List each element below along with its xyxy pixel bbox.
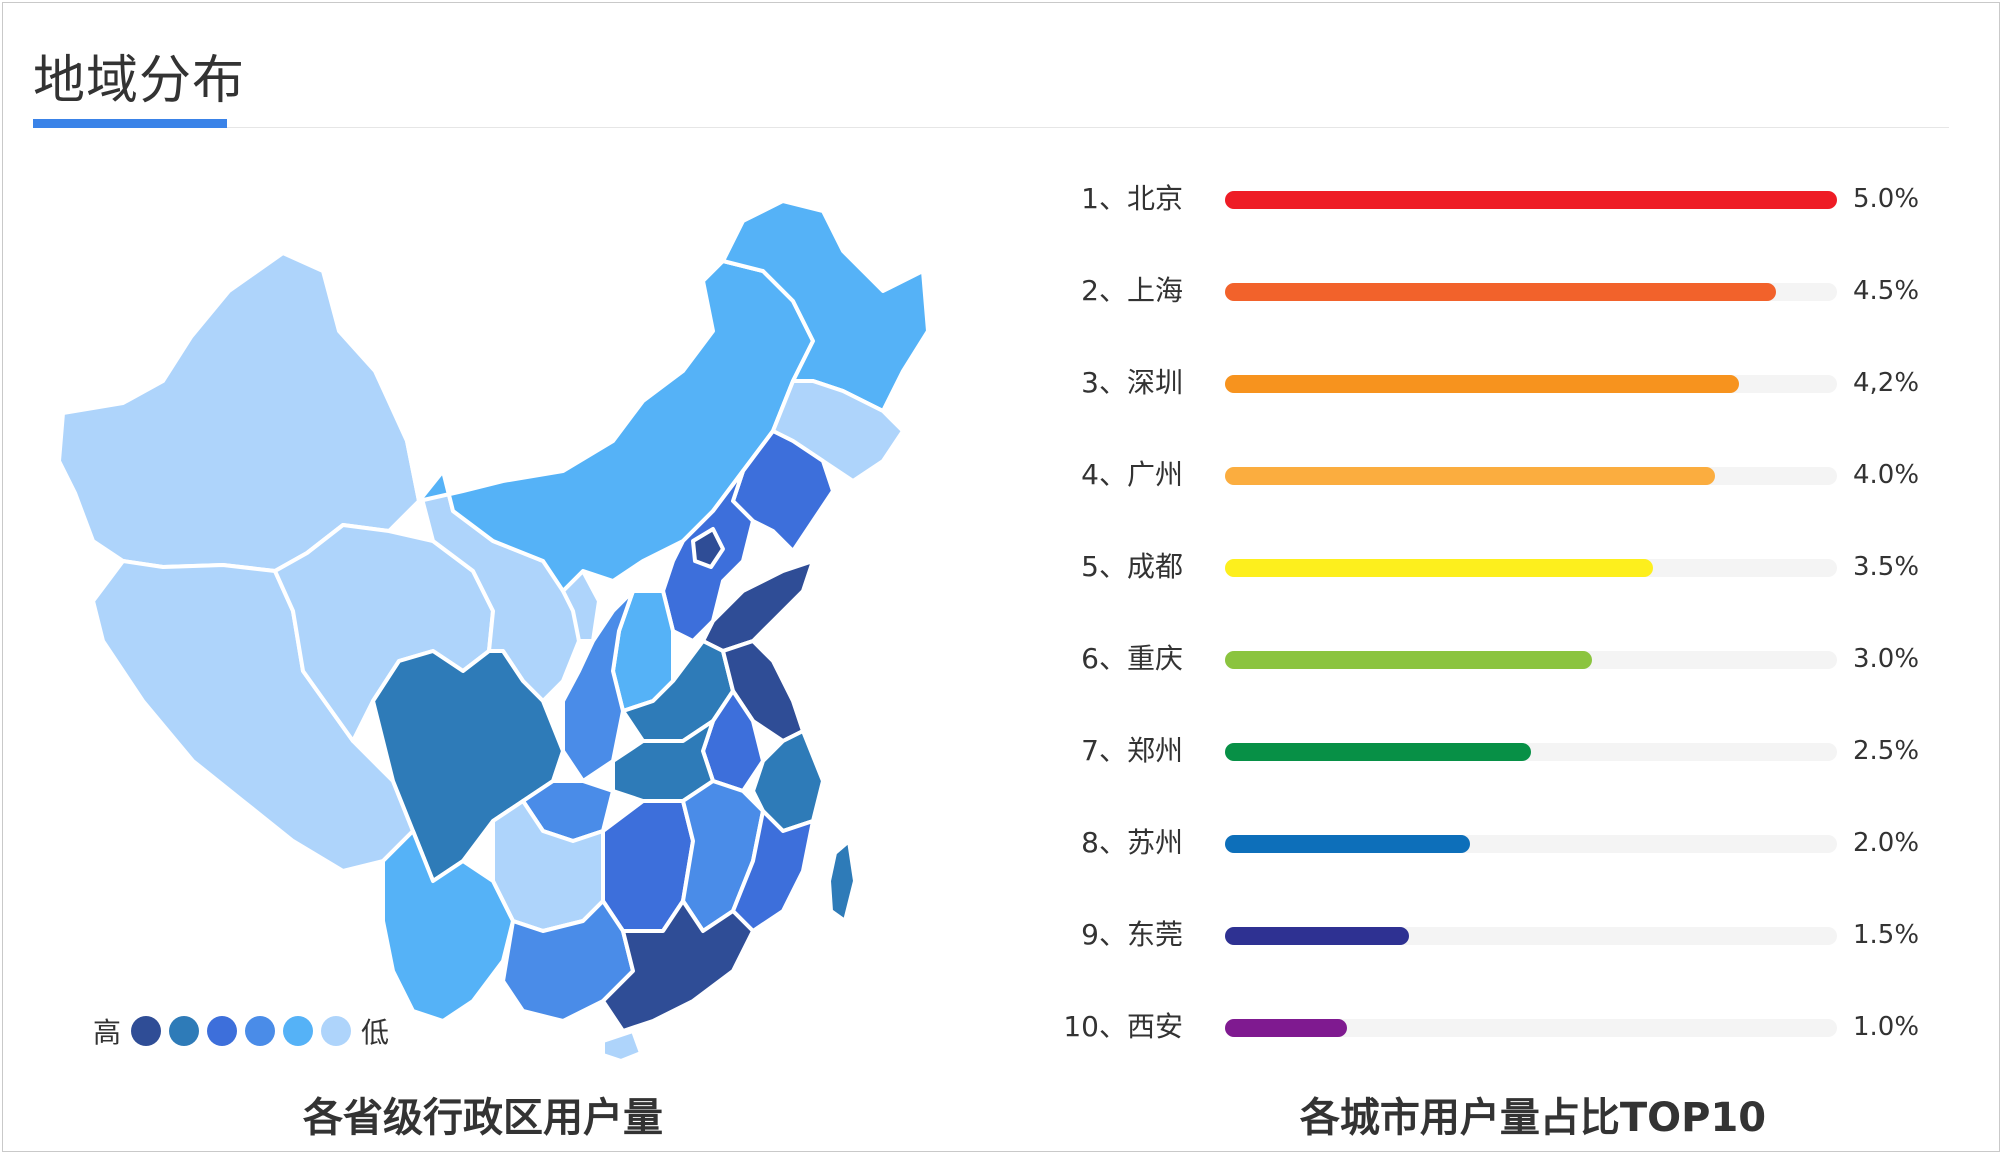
bar-value-label: 3.5%	[1853, 552, 1920, 582]
bar-value-label: 3.0%	[1853, 644, 1920, 674]
province-heilongjiang[interactable]	[721, 199, 930, 413]
bar-category-label: 5、成都	[1081, 550, 1183, 583]
bar-track	[1225, 283, 1837, 301]
bar-value-label: 1.5%	[1853, 920, 1920, 950]
bar-category-label: 8、苏州	[1081, 826, 1183, 859]
bar-category-label: 1、北京	[1081, 182, 1183, 215]
province-taiwan[interactable]	[827, 839, 857, 923]
bar-row: 7、郑州 2.5%	[1063, 731, 1963, 771]
bar-category-label: 9、东莞	[1081, 918, 1183, 951]
bar-row: 2、上海 4.5%	[1063, 271, 1963, 311]
bar-row: 3、深圳 4,2%	[1063, 363, 1963, 403]
province-guangdong[interactable]	[601, 899, 755, 1033]
bar-row: 8、苏州 2.0%	[1063, 823, 1963, 863]
bar-track	[1225, 1019, 1837, 1037]
bar-category-label: 7、郑州	[1081, 734, 1183, 767]
bar-track	[1225, 467, 1837, 485]
bar-track	[1225, 651, 1837, 669]
bar-track	[1225, 927, 1837, 945]
bar[interactable]	[1225, 927, 1409, 945]
bar-value-label: 2.0%	[1853, 828, 1920, 858]
bar-row: 9、东莞 1.5%	[1063, 915, 1963, 955]
bar-track	[1225, 191, 1837, 209]
bar-track	[1225, 375, 1837, 393]
legend-swatch-1	[131, 1016, 162, 1046]
legend-high-label: 高	[93, 1016, 122, 1049]
bar[interactable]	[1225, 283, 1776, 301]
china-map	[23, 141, 943, 1063]
bar-row: 4、广州 4.0%	[1063, 455, 1963, 495]
bar-row: 5、成都 3.5%	[1063, 547, 1963, 587]
bar[interactable]	[1225, 651, 1593, 669]
bar-value-label: 2.5%	[1853, 736, 1920, 766]
china-map-svg	[57, 199, 930, 1063]
bar[interactable]	[1225, 467, 1715, 485]
bar-row: 10、西安 1.0%	[1063, 1007, 1963, 1047]
bar[interactable]	[1225, 835, 1470, 853]
bar-chart-caption: 各城市用户量占比TOP10	[1299, 1095, 1767, 1141]
bar-track	[1225, 743, 1837, 761]
bar-category-label: 6、重庆	[1081, 642, 1183, 675]
bar-row: 6、重庆 3.0%	[1063, 639, 1963, 679]
province-hubei[interactable]	[611, 719, 715, 803]
bar[interactable]	[1225, 1019, 1348, 1037]
map-legend: 高 低	[87, 1009, 395, 1053]
bar[interactable]	[1225, 559, 1654, 577]
legend-swatch-4	[245, 1016, 276, 1046]
bar-value-label: 4,2%	[1853, 368, 1920, 398]
province-yunnan[interactable]	[381, 829, 515, 1023]
bar[interactable]	[1225, 191, 1837, 209]
province-beijing[interactable]	[691, 527, 725, 569]
legend-swatch-6	[321, 1016, 352, 1046]
header-divider	[227, 127, 1949, 128]
province-xinjiang[interactable]	[57, 251, 421, 573]
bar-track	[1225, 835, 1837, 853]
bar-category-label: 2、上海	[1081, 274, 1183, 307]
bar-category-label: 4、广州	[1081, 458, 1183, 491]
bar[interactable]	[1225, 743, 1531, 761]
bar-category-label: 3、深圳	[1081, 366, 1183, 399]
legend-swatch-2	[169, 1016, 200, 1046]
section-title: 地域分布	[33, 51, 246, 111]
bar-value-label: 1.0%	[1853, 1012, 1920, 1042]
bar-track	[1225, 559, 1837, 577]
province-shaanxi[interactable]	[561, 589, 635, 783]
map-caption: 各省级行政区用户量	[303, 1095, 663, 1141]
bar-row: 1、北京 5.0%	[1063, 179, 1963, 219]
province-hainan[interactable]	[601, 1029, 643, 1063]
legend-low-label: 低	[361, 1016, 390, 1049]
bar-value-label: 4.5%	[1853, 276, 1920, 306]
bar-category-label: 10、西安	[1063, 1010, 1183, 1043]
legend-swatch-5	[283, 1016, 314, 1046]
bar-value-label: 4.0%	[1853, 460, 1920, 490]
active-tab-underline	[33, 119, 227, 128]
legend-swatch-3	[207, 1016, 238, 1046]
bar[interactable]	[1225, 375, 1740, 393]
bar-value-label: 5.0%	[1853, 184, 1920, 214]
province-fujian[interactable]	[731, 809, 815, 933]
